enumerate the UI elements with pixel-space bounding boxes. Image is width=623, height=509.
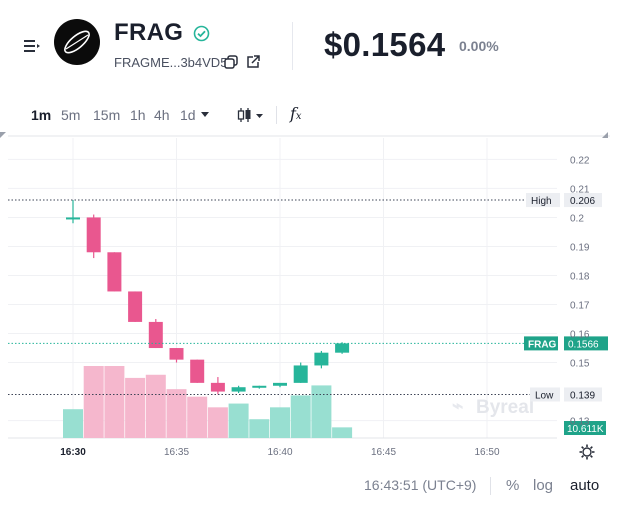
y-tick-label: 0.17 bbox=[570, 301, 590, 312]
y-tick-label: 0.2 bbox=[570, 213, 584, 224]
low-tag-bg bbox=[530, 387, 560, 402]
price-change: 0.00% bbox=[459, 38, 499, 54]
chart-toolbar: 1m 5m 15m 1h 4h 1d bbox=[0, 100, 623, 130]
high-value-bg bbox=[564, 193, 602, 208]
y-tick-label: 0.19 bbox=[570, 242, 590, 253]
volume-bar bbox=[125, 377, 146, 438]
candle-body bbox=[210, 382, 225, 392]
y-tick-label: 0.22 bbox=[570, 155, 590, 166]
last-tag-bg bbox=[524, 336, 558, 351]
y-tick-label: 0.16 bbox=[570, 330, 590, 341]
volume-bar bbox=[270, 407, 290, 438]
chart-settings-icon[interactable] bbox=[579, 444, 595, 460]
candle-body bbox=[128, 291, 143, 322]
last-value-label: 0.1566 bbox=[568, 339, 599, 350]
timeframe-15m[interactable]: 15m bbox=[93, 107, 121, 123]
auto-scale-button[interactable]: auto bbox=[570, 477, 600, 494]
candle-body bbox=[86, 217, 101, 253]
y-tick-label: 0.13 bbox=[570, 417, 590, 428]
high-value-label: 0.206 bbox=[570, 196, 595, 207]
timeframe-4h[interactable]: 4h bbox=[154, 107, 170, 123]
candle-body bbox=[148, 321, 163, 349]
volume-bar bbox=[207, 407, 228, 438]
volume-bar bbox=[228, 403, 249, 438]
y-tick-label: 0.15 bbox=[570, 359, 590, 370]
gear-center bbox=[582, 447, 592, 457]
candle-body bbox=[190, 359, 205, 383]
low-value-label: 0.139 bbox=[570, 390, 595, 401]
candle-body bbox=[293, 365, 308, 383]
token-name: FRAG bbox=[114, 19, 184, 46]
x-tick-label: 16:45 bbox=[371, 447, 396, 458]
candle-body bbox=[252, 385, 267, 388]
x-tick-label: 16:35 bbox=[164, 447, 189, 458]
footer-divider bbox=[490, 477, 491, 495]
watermark-text: Byreal bbox=[476, 397, 534, 418]
candle-body bbox=[231, 387, 246, 392]
candle-type-icon[interactable] bbox=[237, 106, 265, 124]
candle-body bbox=[107, 252, 122, 292]
candle-body bbox=[273, 382, 287, 386]
price-chart[interactable]: ⌁ Byreal High 0.206 FRAG 0.1566 Low 0.139 10.61… bbox=[0, 128, 623, 463]
timeframe-1d[interactable]: 1d bbox=[180, 107, 196, 123]
last-tag-label: FRAG bbox=[528, 339, 557, 350]
volume-bar bbox=[311, 385, 332, 438]
candle-body bbox=[169, 348, 184, 360]
volume-bar bbox=[166, 389, 187, 438]
header-divider bbox=[292, 22, 293, 70]
chart-clock: 16:43:51 (UTC+9) bbox=[364, 477, 477, 493]
x-tick-label: 16:40 bbox=[267, 447, 292, 458]
timeframe-1m[interactable]: 1m bbox=[31, 107, 52, 123]
verified-icon bbox=[193, 25, 210, 42]
volume-value-label: 10.611K bbox=[567, 424, 604, 435]
low-tag-label: Low bbox=[535, 390, 554, 401]
token-address: FRAGME...3b4VD5 bbox=[114, 55, 228, 70]
token-price: $0.1564 bbox=[324, 26, 446, 63]
percent-scale-button[interactable]: % bbox=[506, 477, 520, 494]
high-tag-label: High bbox=[531, 196, 552, 207]
volume-bar bbox=[290, 395, 311, 438]
volume-bar bbox=[332, 427, 353, 438]
gear-tooth bbox=[581, 454, 585, 458]
last-value-bg bbox=[564, 336, 608, 351]
y-tick-label: 0.18 bbox=[570, 271, 590, 282]
toolbar-divider bbox=[276, 106, 277, 124]
volume-bar bbox=[145, 374, 166, 438]
token-header: FRAG FRAGME...3b4VD5 $0.1564 0.00% bbox=[0, 0, 623, 95]
timeframe-1h[interactable]: 1h bbox=[130, 107, 146, 123]
timeframe-dropdown-icon[interactable] bbox=[201, 112, 209, 118]
candle-body bbox=[335, 343, 350, 353]
external-link-icon[interactable] bbox=[246, 55, 260, 69]
timeframe-5m[interactable]: 5m bbox=[61, 107, 81, 123]
volume-bar bbox=[83, 366, 104, 438]
chart-corner-marker bbox=[0, 132, 6, 138]
menu-icon[interactable] bbox=[23, 37, 41, 55]
x-tick-label: 16:50 bbox=[474, 447, 499, 458]
low-value-bg bbox=[564, 387, 602, 402]
high-tag-bg bbox=[526, 193, 560, 208]
volume-bar bbox=[249, 419, 270, 438]
x-tick-label: 16:30 bbox=[60, 447, 86, 458]
candle-body bbox=[66, 217, 80, 220]
gear-tooth bbox=[589, 446, 593, 450]
volume-bar bbox=[187, 396, 208, 438]
volume-bar bbox=[104, 366, 125, 438]
token-logo bbox=[54, 19, 100, 65]
volume-value-bg bbox=[564, 421, 606, 435]
gear-tooth bbox=[581, 446, 585, 450]
copy-icon[interactable] bbox=[224, 55, 238, 69]
log-scale-button[interactable]: log bbox=[533, 477, 554, 494]
chart-corner-marker bbox=[602, 132, 608, 138]
volume-bar bbox=[63, 409, 83, 438]
gear-tooth bbox=[589, 454, 593, 458]
indicators-icon[interactable]: fx bbox=[290, 104, 302, 123]
watermark-logo: ⌁ bbox=[452, 396, 463, 417]
chart-canvas[interactable]: ⌁ Byreal High 0.206 FRAG 0.1566 Low 0.139 10.61… bbox=[0, 128, 623, 463]
y-tick-label: 0.21 bbox=[570, 184, 590, 195]
candle-body bbox=[314, 352, 329, 366]
